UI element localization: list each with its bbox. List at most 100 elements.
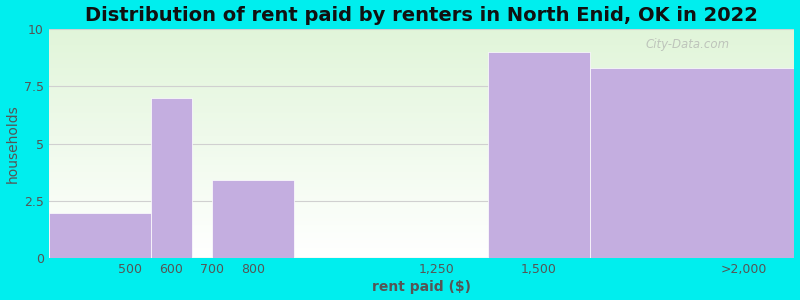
Bar [49, 156, 794, 158]
Bar [49, 48, 794, 50]
Bar [49, 36, 794, 37]
Bar [49, 201, 794, 202]
Bar [150, 98, 192, 258]
Bar [212, 180, 294, 258]
Bar [49, 106, 794, 107]
Bar [49, 232, 794, 233]
Bar [49, 166, 794, 167]
Bar [49, 159, 794, 160]
Bar [49, 202, 794, 203]
Bar [49, 44, 794, 45]
Bar [49, 162, 794, 163]
Bar [49, 67, 794, 68]
Bar [49, 145, 794, 146]
Bar [49, 131, 794, 132]
Bar [49, 70, 794, 71]
Bar [49, 246, 794, 247]
Bar [49, 164, 794, 166]
Bar [49, 158, 794, 159]
Bar [49, 60, 794, 61]
Bar [49, 225, 794, 226]
Bar [49, 80, 794, 82]
Bar [49, 257, 794, 258]
Bar [49, 109, 794, 110]
Bar [49, 198, 794, 199]
Bar [49, 169, 794, 170]
Bar [49, 32, 794, 34]
Bar [49, 62, 794, 63]
Bar [49, 125, 794, 126]
Bar [49, 73, 794, 74]
Bar [49, 105, 794, 106]
Bar [49, 108, 794, 109]
Bar [49, 38, 794, 39]
Bar [49, 136, 794, 137]
Bar [49, 118, 794, 120]
Bar [49, 133, 794, 134]
Bar [49, 190, 794, 191]
Bar [49, 238, 794, 239]
Bar [49, 114, 794, 115]
Bar [49, 207, 794, 208]
Bar [49, 140, 794, 141]
Bar [49, 187, 794, 188]
Bar [49, 180, 794, 181]
Bar [49, 163, 794, 164]
Bar [49, 205, 794, 206]
Bar [49, 182, 794, 183]
Bar [49, 151, 794, 152]
Bar [49, 110, 794, 112]
Y-axis label: households: households [6, 104, 19, 183]
Bar [49, 220, 794, 222]
Bar [49, 43, 794, 44]
Bar [49, 85, 794, 86]
Bar [49, 188, 794, 190]
Bar [49, 30, 794, 31]
X-axis label: rent paid ($): rent paid ($) [372, 280, 471, 294]
Bar [49, 68, 794, 69]
Bar [49, 206, 794, 207]
Bar [49, 239, 794, 240]
Bar [49, 177, 794, 178]
Bar [49, 55, 794, 56]
Bar [49, 152, 794, 153]
Bar [49, 61, 794, 62]
Bar [49, 63, 794, 64]
Bar [49, 41, 794, 43]
Bar [49, 237, 794, 238]
Bar [49, 226, 794, 227]
Bar [49, 29, 794, 30]
Bar [590, 68, 794, 258]
Bar [49, 223, 794, 224]
Bar [49, 74, 794, 75]
Bar [49, 167, 794, 168]
Bar [49, 141, 794, 142]
Bar [49, 199, 794, 200]
Bar [49, 172, 794, 173]
Bar [49, 128, 794, 129]
Bar [49, 134, 794, 136]
Bar [49, 64, 794, 66]
Bar [49, 224, 794, 225]
Bar [49, 173, 794, 175]
Bar [49, 129, 794, 130]
Bar [49, 46, 794, 47]
Bar [49, 82, 794, 83]
Bar [49, 208, 794, 209]
Bar [49, 186, 794, 187]
Bar [49, 155, 794, 156]
Bar [49, 249, 794, 250]
Bar [49, 47, 794, 48]
Bar [49, 102, 794, 104]
Bar [49, 37, 794, 38]
Bar [49, 103, 794, 105]
Bar [49, 214, 794, 215]
Bar [49, 139, 794, 140]
Bar [49, 77, 794, 78]
Bar [49, 93, 794, 94]
Bar [49, 88, 794, 90]
Bar [49, 56, 794, 58]
Bar [49, 184, 794, 185]
Bar [49, 170, 794, 171]
Bar [49, 107, 794, 108]
